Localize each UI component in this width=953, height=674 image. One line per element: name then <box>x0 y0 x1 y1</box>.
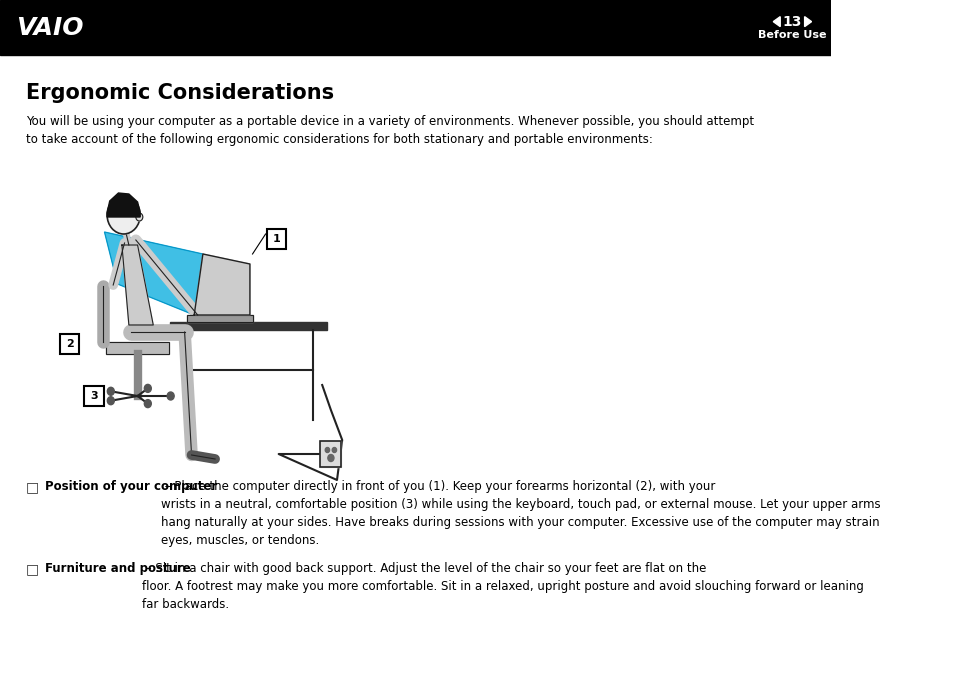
Bar <box>320 441 341 467</box>
Text: You will be using your computer as a portable device in a variety of environment: You will be using your computer as a por… <box>26 115 754 146</box>
Text: – Sit in a chair with good back support. Adjust the level of the chair so your f: – Sit in a chair with good back support.… <box>142 562 863 611</box>
Bar <box>106 342 169 354</box>
Text: Before Use: Before Use <box>758 30 826 40</box>
Text: – Place the computer directly in front of you (1). Keep your forearms horizontal: – Place the computer directly in front o… <box>160 480 880 547</box>
Bar <box>106 342 169 354</box>
Text: □: □ <box>26 562 39 576</box>
FancyBboxPatch shape <box>267 229 286 249</box>
Text: VAIO: VAIO <box>15 16 83 40</box>
Text: 3: 3 <box>91 391 98 401</box>
Bar <box>320 441 341 467</box>
FancyBboxPatch shape <box>60 334 79 354</box>
Text: 2: 2 <box>66 339 73 349</box>
Text: 1: 1 <box>273 234 280 244</box>
Circle shape <box>107 196 140 234</box>
Circle shape <box>167 392 174 400</box>
Polygon shape <box>803 17 811 27</box>
Polygon shape <box>122 245 153 325</box>
Circle shape <box>144 384 152 392</box>
Bar <box>187 315 253 322</box>
Bar <box>170 322 326 330</box>
Circle shape <box>328 454 334 462</box>
Bar <box>0 0 830 55</box>
FancyBboxPatch shape <box>85 386 104 406</box>
Text: Furniture and posture: Furniture and posture <box>45 562 191 575</box>
Text: Ergonomic Considerations: Ergonomic Considerations <box>26 84 334 103</box>
Text: Position of your computer: Position of your computer <box>45 480 217 493</box>
Circle shape <box>144 400 152 408</box>
Circle shape <box>332 448 336 452</box>
Polygon shape <box>107 193 140 217</box>
Circle shape <box>108 397 114 404</box>
Polygon shape <box>194 254 250 315</box>
Circle shape <box>325 448 329 452</box>
Text: □: □ <box>26 480 39 494</box>
Circle shape <box>135 213 143 221</box>
Bar <box>187 315 253 322</box>
Circle shape <box>108 388 114 395</box>
Polygon shape <box>105 232 203 315</box>
Polygon shape <box>773 17 780 27</box>
Text: 13: 13 <box>781 15 801 28</box>
